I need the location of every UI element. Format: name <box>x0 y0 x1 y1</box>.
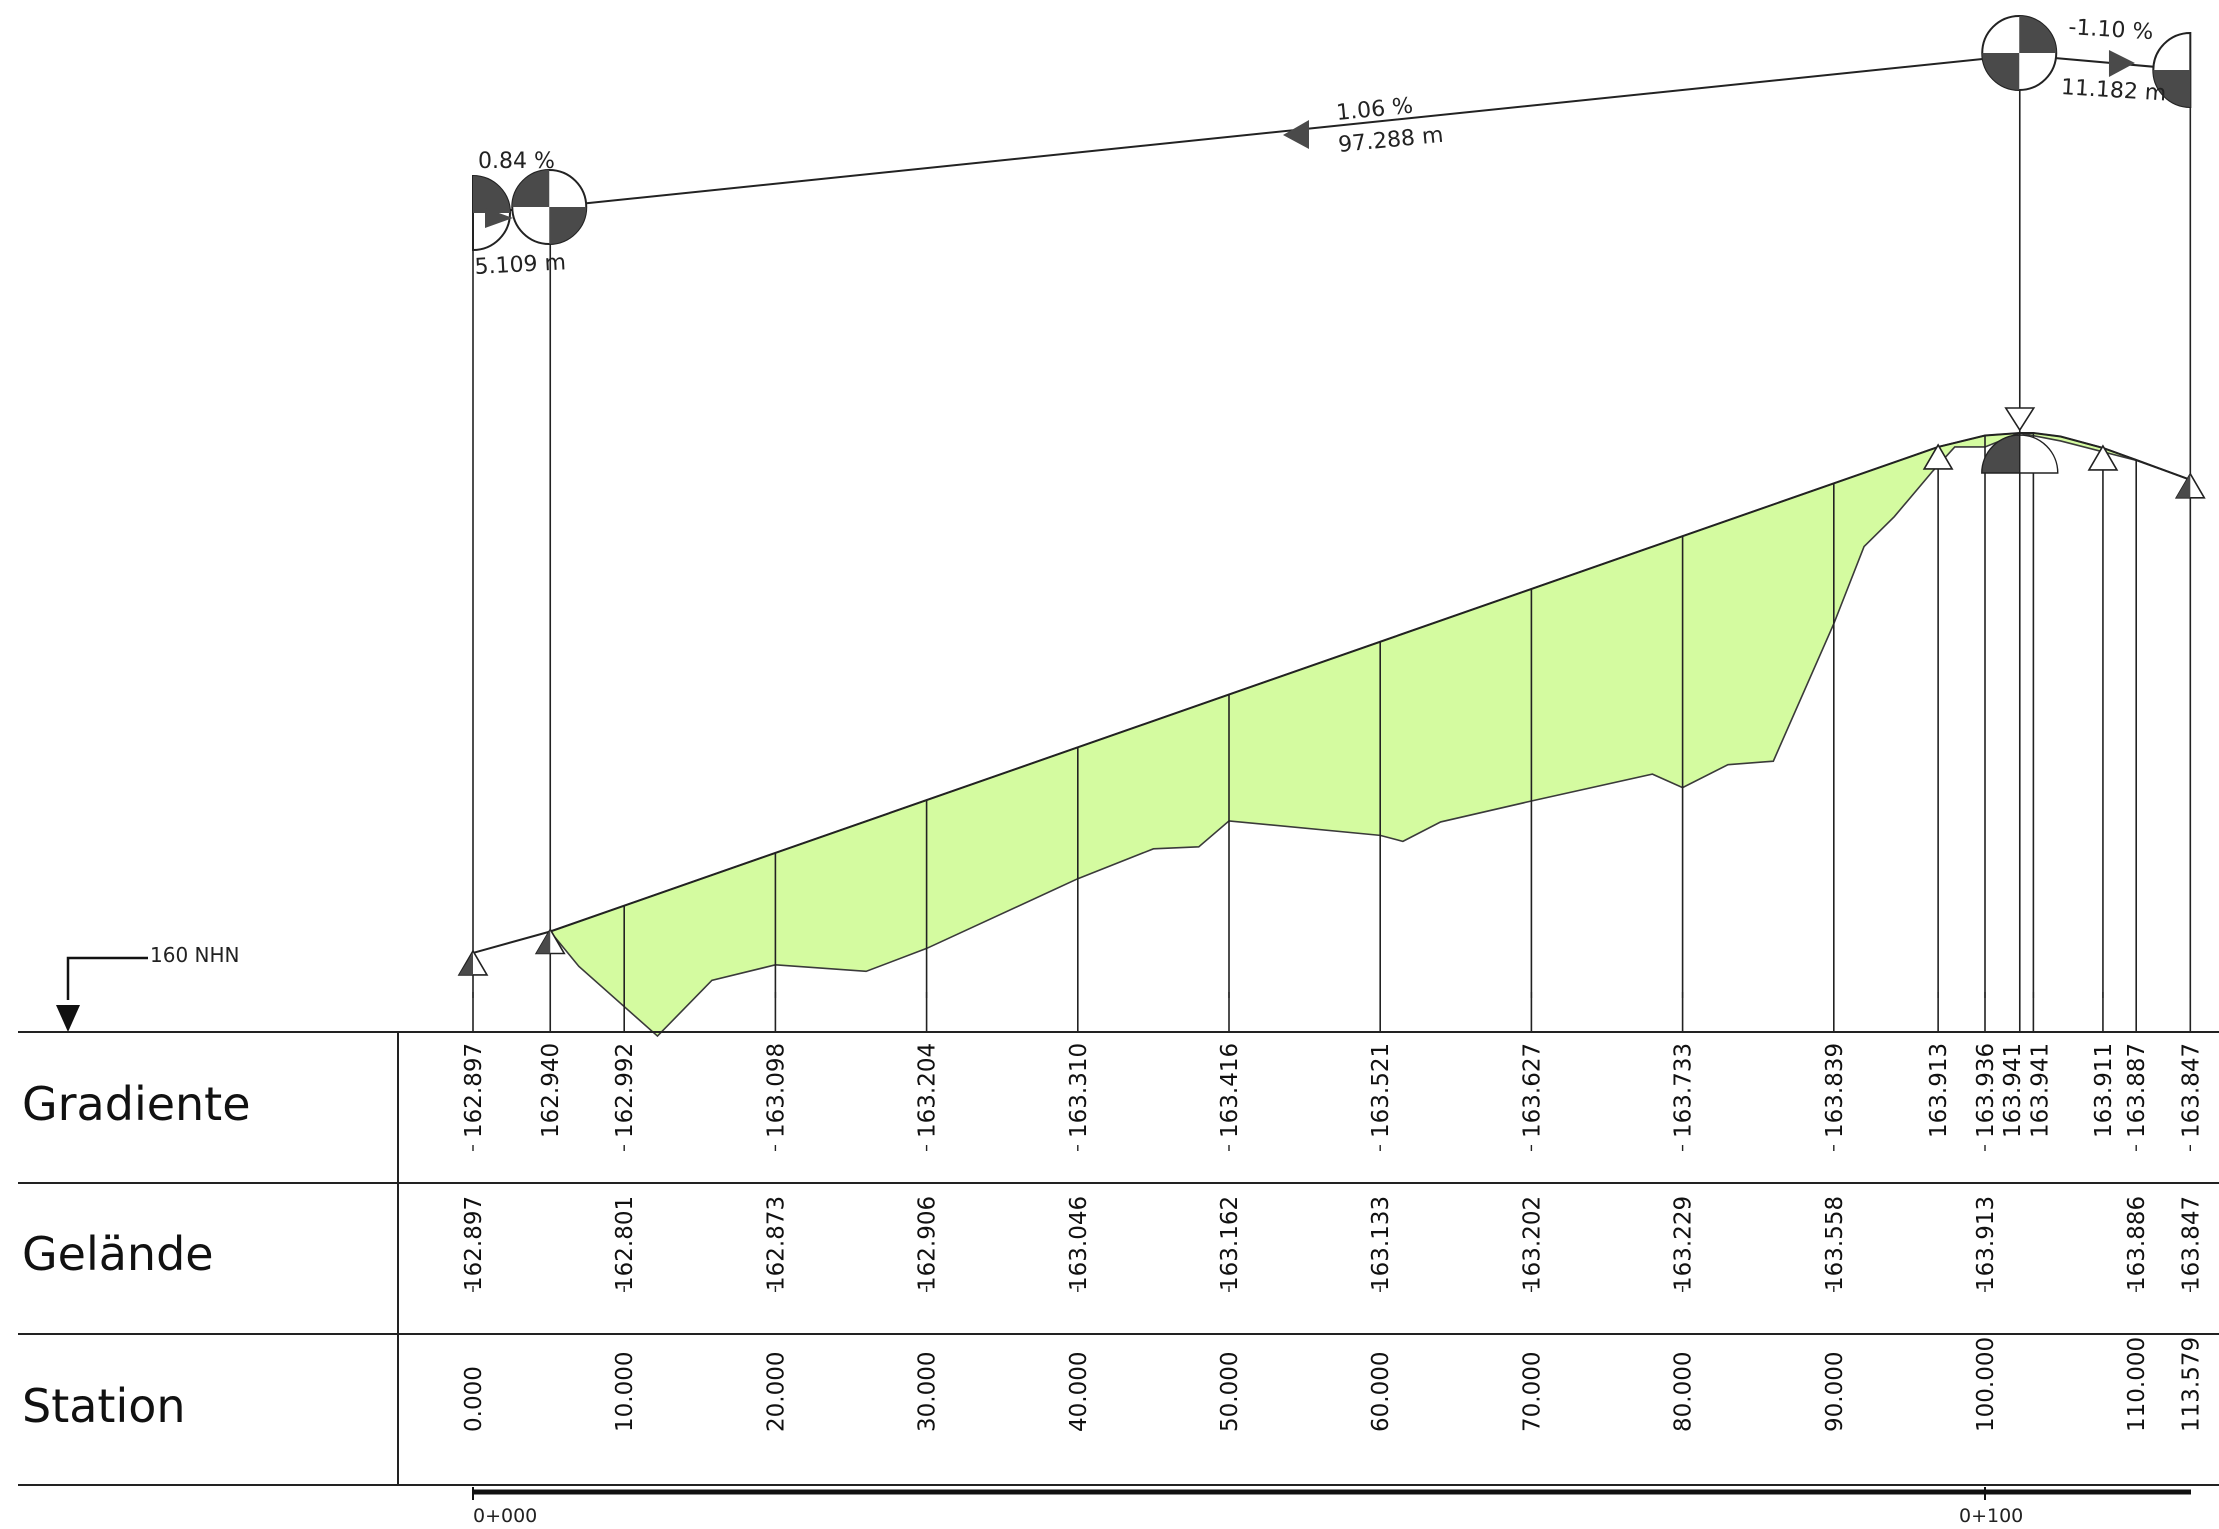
gelaende-value: 163.886 <box>2124 1196 2150 1291</box>
station-value: 113.579 <box>2178 1337 2204 1432</box>
segment-3-slope: -1.10 % <box>2068 15 2154 45</box>
gradiente-value: 163.839 <box>1822 1043 1848 1138</box>
gradient-tangent-line <box>472 53 2191 214</box>
gradiente-value: 163.936 <box>1973 1043 1999 1138</box>
arrow-marker-fill <box>459 952 473 975</box>
segment-arrow <box>1283 120 1309 149</box>
tangent-point-symbol-quarter <box>512 170 550 207</box>
band-table <box>18 1031 2219 1486</box>
start-point-quarter <box>473 176 510 213</box>
arrow-marker <box>1922 443 1954 470</box>
gelaende-value: 163.162 <box>1217 1196 1243 1291</box>
stationing-label-start: 0+000 <box>473 1505 537 1527</box>
station-value: 0.000 <box>461 1366 487 1432</box>
gelaende-value: 162.873 <box>763 1196 789 1291</box>
gradiente-value: 162.897 <box>461 1043 487 1138</box>
segment-arrow <box>485 208 513 228</box>
arrow-marker-fill <box>536 929 551 954</box>
segment-arrow <box>2108 50 2135 77</box>
station-value: 110.000 <box>2124 1337 2150 1432</box>
gelaende-value: 163.046 <box>1066 1196 1092 1291</box>
arrow-marker-fill <box>2176 473 2191 498</box>
gelaende-value: 162.897 <box>461 1196 487 1291</box>
gradiente-value: 163.521 <box>1368 1043 1394 1138</box>
high-point-symbol <box>2019 434 2059 474</box>
gelaende-value: 163.558 <box>1822 1196 1848 1291</box>
segment-1-length: 5.109 m <box>474 250 567 280</box>
datum-label: 160 NHN <box>150 943 240 967</box>
gradiente-value: 163.941 <box>2027 1043 2053 1138</box>
gradiente-value: 163.911 <box>2091 1043 2117 1138</box>
datum-marker: 160 NHN <box>56 943 240 1032</box>
gradiente-value: 162.992 <box>612 1043 638 1138</box>
station-value: 100.000 <box>1973 1337 1999 1432</box>
gradiente-value: 163.310 <box>1066 1043 1092 1138</box>
gelaende-value: 162.801 <box>612 1196 638 1291</box>
stationing-bar <box>472 1487 2191 1500</box>
arrow-marker <box>2087 444 2119 471</box>
gradiente-value: 163.098 <box>763 1043 789 1138</box>
gradiente-value: 163.913 <box>1926 1043 1952 1138</box>
gradiente-value: 162.940 <box>538 1043 564 1138</box>
row-label-gradiente: Gradiente <box>22 1077 251 1131</box>
station-value: 10.000 <box>612 1352 638 1432</box>
gradiente-value: 163.847 <box>2178 1043 2204 1138</box>
segment-3-length: 11.182 m <box>2060 75 2167 106</box>
terrain-fill-area <box>548 432 2191 1038</box>
segment-2-length: 97.288 m <box>1337 123 1444 158</box>
band-values: 162.897 162.940 162.992 163.098 163.204 163.3… <box>461 992 2204 1432</box>
gelaende-value: 163.847 <box>2178 1196 2204 1291</box>
gradiente-value: 163.627 <box>1519 1043 1545 1138</box>
station-value: 50.000 <box>1217 1352 1243 1432</box>
station-value: 40.000 <box>1066 1352 1092 1432</box>
gelaende-value: 163.202 <box>1519 1196 1545 1291</box>
gelaende-value: 163.229 <box>1671 1196 1697 1291</box>
tangent-point-symbol-quarter <box>1982 53 2020 90</box>
high-point-marker <box>2004 407 2036 432</box>
stationing-label-100: 0+100 <box>1959 1505 2023 1527</box>
station-value: 30.000 <box>915 1352 941 1432</box>
station-value: 70.000 <box>1519 1352 1545 1432</box>
station-lines <box>472 55 2192 1032</box>
tangent-point-symbol-quarter <box>2019 16 2057 53</box>
gradiente-value: 163.733 <box>1671 1043 1697 1138</box>
gelaende-value: 163.133 <box>1368 1196 1394 1291</box>
gradiente-value: 163.941 <box>2000 1043 2026 1138</box>
gelaende-value: 163.913 <box>1973 1196 1999 1291</box>
station-value: 60.000 <box>1368 1352 1394 1432</box>
row-label-gelaende: Gelände <box>22 1227 214 1281</box>
gradiente-value: 163.887 <box>2124 1043 2150 1138</box>
profile-markers <box>457 15 2206 976</box>
station-value: 80.000 <box>1671 1352 1697 1432</box>
tangent-point-symbol-quarter <box>549 207 587 244</box>
segment-1-slope: 0.84 % <box>478 149 555 174</box>
row-label-station: Station <box>22 1379 186 1433</box>
gradient-line <box>472 432 2191 954</box>
segment-2-slope: 1.06 % <box>1335 94 1414 126</box>
station-value: 90.000 <box>1822 1352 1848 1432</box>
end-point-quarter <box>2153 70 2191 107</box>
gelaende-value: 162.906 <box>915 1196 941 1291</box>
gradiente-value: 163.204 <box>915 1043 941 1138</box>
gradiente-value: 163.416 <box>1217 1043 1243 1138</box>
station-value: 20.000 <box>763 1352 789 1432</box>
